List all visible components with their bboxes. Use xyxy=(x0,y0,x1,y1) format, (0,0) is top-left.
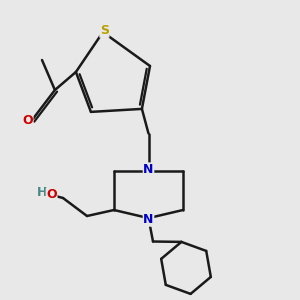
Text: N: N xyxy=(143,213,154,226)
Text: O: O xyxy=(46,188,57,202)
Text: O: O xyxy=(22,113,33,127)
Text: S: S xyxy=(100,24,109,37)
Text: N: N xyxy=(143,163,154,176)
Text: H: H xyxy=(37,185,47,199)
